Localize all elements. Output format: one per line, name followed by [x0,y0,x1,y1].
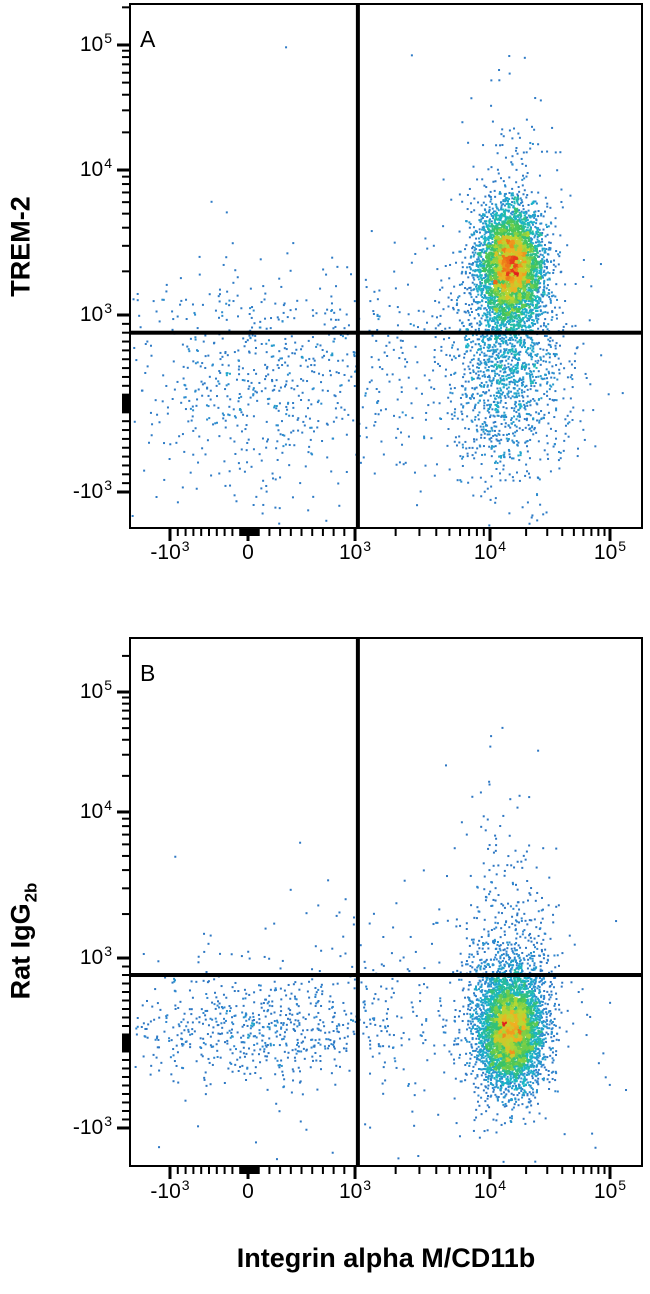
y-axis-tick-label-panel-b: 103 [0,943,112,970]
tick-label-exponent: 4 [104,796,112,813]
y-axis-title-a-text: TREM-2 [5,196,36,297]
tick-label-base: 10 [79,302,104,326]
y-axis-tick-label-panel-a: 105 [0,29,112,57]
panel-b-label: B [140,660,156,686]
x-axis-tick-label-panel-a: 105 [593,538,627,565]
tick-label-base: 10 [79,680,104,703]
panel-a-label: A [140,26,156,52]
y-axis-title-b-subscript: 2b [21,882,41,903]
tick-label-exponent: 5 [618,538,627,554]
tick-label-exponent: 3 [181,538,190,554]
x-axis-tick-label-panel-b: 105 [593,1177,627,1204]
tick-label-exponent: 3 [104,299,112,316]
tick-label-base: 10 [338,541,363,564]
tick-label-base: 10 [79,32,104,56]
tick-label-base: 10 [473,541,498,564]
y-axis-tick-label-panel-a: 104 [0,155,112,182]
tick-label-exponent: 3 [363,538,372,554]
tick-label-exponent: 3 [104,943,112,960]
tick-label-base: 10 [79,946,104,970]
tick-label-exponent: 3 [104,1112,112,1129]
x-axis-tick-label-panel-a: 104 [473,538,507,565]
tick-label-base: 10 [79,799,104,823]
tick-label-base: 10 [593,1180,618,1203]
tick-label-exponent: 5 [104,29,112,46]
x-axis-tick-label-panel-a: -103 [150,538,190,565]
y-axis-title-panel-a: TREM-2 [6,195,37,297]
tick-label-base: -10 [72,1115,104,1139]
x-axis-tick-label-panel-b: -103 [150,1177,190,1204]
tick-label-exponent: 3 [181,1177,190,1193]
tick-label-base: 10 [338,1180,363,1203]
x-axis-tick-label-panel-b: 0 [242,1180,254,1204]
tick-label-base: -10 [150,541,181,564]
y-axis-tick-label-panel-b: -103 [0,1112,112,1140]
y-axis-title-panel-b: Rat IgG2b [6,883,41,1000]
tick-label-base: 10 [473,1180,498,1203]
tick-label-exponent: 4 [498,1177,507,1193]
tick-label-exponent: 4 [498,538,507,554]
tick-label-base: 10 [79,158,104,181]
tick-label-exponent: 5 [104,677,112,693]
tick-label-exponent: 3 [104,477,112,493]
y-axis-tick-label-panel-b: 105 [0,677,112,704]
y-axis-tick-label-panel-a: 103 [0,299,112,327]
tick-label-base: 0 [242,1180,254,1203]
tick-label-exponent: 3 [363,1177,372,1193]
tick-label-base: 0 [242,541,254,564]
x-axis-tick-label-panel-a: 103 [338,538,372,565]
tick-label-base: -10 [150,1180,181,1203]
tick-label-base: -10 [72,480,104,503]
x-axis-title: Integrin alpha M/CD11b [236,1243,536,1273]
tick-label-exponent: 5 [618,1177,627,1193]
x-axis-tick-label-panel-b: 103 [338,1177,372,1204]
y-axis-tick-label-panel-b: 104 [0,796,112,824]
tick-label-base: 10 [593,541,618,564]
tick-label-exponent: 4 [104,155,112,171]
y-axis-tick-label-panel-a: -103 [0,477,112,504]
x-axis-tick-label-panel-b: 104 [473,1177,507,1204]
x-axis-tick-label-panel-a: 0 [242,541,254,565]
